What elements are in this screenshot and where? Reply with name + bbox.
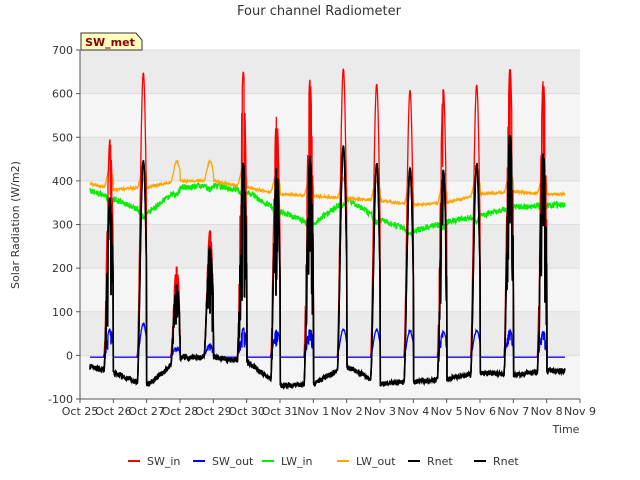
y-tick-label: 300 <box>52 219 73 232</box>
y-tick-label: 600 <box>52 88 73 101</box>
y-axis-title: Solar Radiation (W/m2) <box>9 161 22 289</box>
legend: SW_in SW_out LW_in LW_out Rnet Rnet <box>128 455 519 468</box>
y-tick-label: 400 <box>52 175 73 188</box>
y-tick-label: 200 <box>52 262 73 275</box>
series-line-rnet <box>89 135 566 390</box>
x-tick-label: Oct 26 <box>95 405 132 418</box>
x-tick-label: Oct 25 <box>62 405 99 418</box>
x-tick-label: Nov 6 <box>464 405 496 418</box>
y-tick-label: 700 <box>52 44 73 57</box>
band <box>80 50 580 94</box>
series-line-sw_out <box>90 321 565 359</box>
y-tick-labels: -100 0 100 200 300 400 500 600 700 <box>48 44 80 406</box>
badge-box <box>80 32 143 51</box>
band <box>80 93 580 138</box>
legend-label-lw_in: LW_in <box>281 455 313 468</box>
y-tick-label: 500 <box>52 131 73 144</box>
badge-label: SW_met <box>85 36 135 49</box>
x-tick-label: Nov 7 <box>497 405 529 418</box>
x-tick-label: Nov 2 <box>331 405 363 418</box>
y-tick-label: 100 <box>52 306 73 319</box>
x-tick-label: Nov 1 <box>297 405 329 418</box>
x-tick-label: Nov 3 <box>364 405 396 418</box>
band <box>80 137 580 181</box>
series-lines <box>89 68 566 391</box>
plot-background-bands <box>80 50 580 399</box>
legend-label-rnet: Rnet <box>427 455 453 468</box>
y-tick-label: 0 <box>66 349 73 362</box>
x-tick-label: Oct 29 <box>195 405 232 418</box>
band <box>80 268 580 312</box>
band <box>80 224 580 269</box>
legend-label-sw_out: SW_out <box>212 455 254 468</box>
x-tick-label: Oct 30 <box>228 405 265 418</box>
series-line-lw_out <box>89 158 566 209</box>
chart-title: Four channel Radiometer <box>237 4 402 19</box>
station-badge: SW_met <box>80 32 143 51</box>
x-tick-label: Nov 4 <box>397 405 429 418</box>
legend-label-lw_out: LW_out <box>356 455 396 468</box>
x-tick-label: Oct 31 <box>262 405 299 418</box>
x-tick-label: Oct 28 <box>162 405 199 418</box>
band <box>80 311 580 356</box>
x-tick-label: Nov 8 <box>531 405 563 418</box>
x-axis-title: Time <box>552 423 580 436</box>
legend-label-rnet2: Rnet <box>493 455 519 468</box>
x-tick-label: Nov 5 <box>431 405 463 418</box>
x-tick-label: Oct 27 <box>128 405 165 418</box>
legend-label-sw_in: SW_in <box>147 455 180 468</box>
series-line-lw_in <box>89 181 566 238</box>
y-tick-label: -100 <box>48 393 73 406</box>
band <box>80 180 580 225</box>
x-tick-label: Nov 9 <box>564 405 596 418</box>
